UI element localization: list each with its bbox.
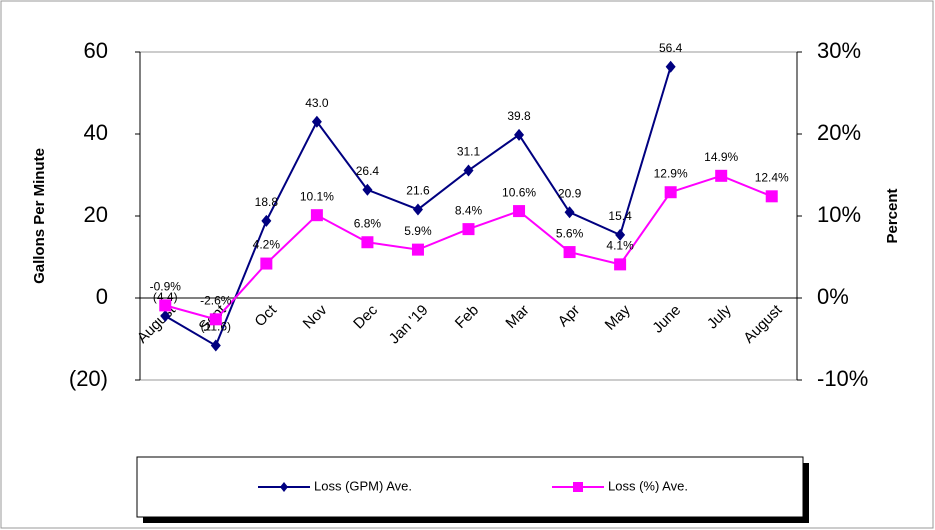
marker — [159, 299, 172, 312]
marker — [311, 115, 322, 128]
marker — [209, 313, 222, 326]
marker — [463, 164, 474, 177]
marker — [362, 183, 373, 196]
marker — [564, 206, 575, 219]
value-label: (11.6) — [201, 320, 231, 334]
y-tick-label: 60 — [84, 38, 108, 63]
legend-label: Loss (GPM) Ave. — [314, 478, 412, 493]
value-label: 56.4 — [659, 41, 683, 55]
marker — [210, 339, 221, 352]
y2-tick-label: 10% — [817, 202, 861, 227]
marker — [715, 169, 728, 182]
y2-tick-label: 20% — [817, 120, 861, 145]
marker — [513, 205, 526, 218]
marker — [514, 128, 525, 141]
value-label: 39.8 — [507, 109, 531, 123]
value-label: 15.4 — [608, 209, 632, 223]
marker — [260, 257, 273, 270]
y-tick-label: 40 — [84, 120, 108, 145]
value-label: -0.9% — [150, 280, 182, 294]
value-label: 12.4% — [755, 170, 789, 184]
legend — [136, 456, 804, 518]
value-label: 5.9% — [404, 224, 432, 238]
marker — [665, 60, 676, 73]
value-label: 21.6 — [406, 184, 430, 198]
value-label: 10.6% — [502, 185, 536, 199]
value-label: 26.4 — [356, 164, 380, 178]
marker — [411, 243, 424, 256]
y2-axis-title: Percent — [884, 188, 901, 243]
value-label: 6.8% — [354, 216, 382, 230]
value-label: 20.9 — [558, 186, 582, 200]
legend-marker — [573, 482, 583, 492]
marker — [261, 214, 272, 227]
marker — [765, 190, 778, 203]
value-label: 8.4% — [455, 203, 483, 217]
value-label: -2.6% — [200, 293, 232, 307]
marker — [615, 228, 626, 241]
value-label: 43.0 — [305, 96, 329, 110]
y-tick-label: 0 — [96, 284, 108, 309]
value-label: 10.1% — [300, 189, 334, 203]
value-label: 12.9% — [654, 166, 688, 180]
value-label: 31.1 — [457, 145, 481, 159]
value-label: 14.9% — [704, 150, 738, 164]
y-tick-label: (20) — [69, 366, 108, 391]
value-label: 18.8 — [255, 195, 279, 209]
y2-tick-label: 30% — [817, 38, 861, 63]
marker — [361, 236, 374, 249]
marker — [310, 209, 323, 222]
legend-marker — [280, 482, 288, 492]
marker — [160, 310, 171, 323]
value-label: 5.6% — [556, 226, 584, 240]
value-label: (4.4) — [153, 290, 178, 304]
y2-tick-label: -10% — [817, 366, 868, 391]
marker — [412, 203, 423, 216]
value-label: 4.1% — [606, 239, 634, 253]
legend-label: Loss (%) Ave. — [608, 478, 688, 493]
y-tick-label: 20 — [84, 202, 108, 227]
marker — [563, 246, 576, 259]
y2-tick-label: 0% — [817, 284, 849, 309]
marker — [614, 258, 627, 271]
marker — [462, 223, 475, 236]
value-label: 4.2% — [253, 238, 281, 252]
marker — [664, 186, 677, 199]
y-axis-title: Gallons Per Minute — [31, 148, 48, 284]
